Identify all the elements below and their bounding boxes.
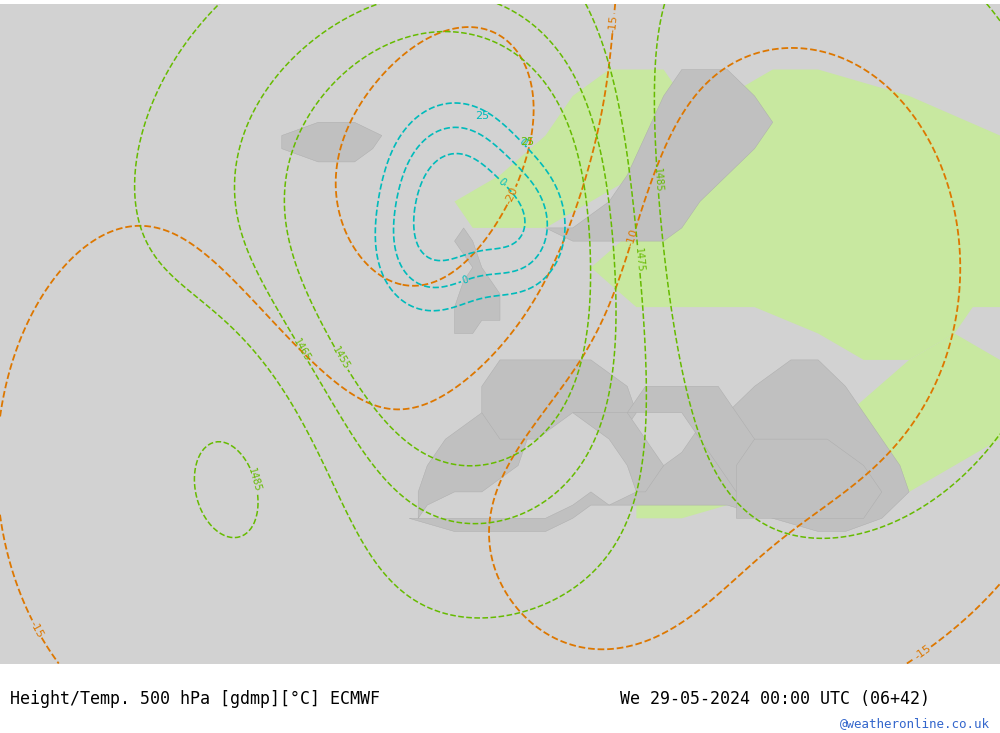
Polygon shape — [909, 175, 1000, 307]
Polygon shape — [418, 413, 527, 518]
Polygon shape — [455, 228, 500, 334]
Text: @weatheronline.co.uk: @weatheronline.co.uk — [840, 717, 990, 730]
Text: 1485: 1485 — [652, 167, 663, 193]
Polygon shape — [591, 70, 1000, 360]
Text: 1475: 1475 — [633, 247, 645, 273]
Polygon shape — [282, 122, 382, 162]
Polygon shape — [736, 439, 882, 518]
Text: 1485: 1485 — [246, 467, 263, 493]
Polygon shape — [455, 70, 682, 228]
Text: 25: 25 — [520, 137, 534, 147]
Polygon shape — [409, 360, 909, 531]
Polygon shape — [545, 70, 773, 241]
Text: 0: 0 — [460, 275, 469, 286]
Text: -20: -20 — [503, 185, 520, 206]
Polygon shape — [627, 386, 773, 492]
Text: 25: 25 — [475, 111, 489, 121]
Text: 0: 0 — [496, 176, 507, 187]
Text: -15: -15 — [28, 619, 45, 639]
Text: 1465: 1465 — [291, 337, 312, 364]
Text: -15: -15 — [913, 643, 933, 662]
Text: 0: 0 — [516, 137, 528, 148]
Polygon shape — [636, 334, 1000, 518]
Text: -10: -10 — [625, 227, 640, 248]
Polygon shape — [573, 413, 664, 492]
Text: Height/Temp. 500 hPa [gdmp][°C] ECMWF: Height/Temp. 500 hPa [gdmp][°C] ECMWF — [10, 690, 380, 708]
Text: -15: -15 — [608, 14, 619, 33]
Text: We 29-05-2024 00:00 UTC (06+42): We 29-05-2024 00:00 UTC (06+42) — [620, 690, 930, 708]
Polygon shape — [482, 360, 636, 439]
Text: 1455: 1455 — [331, 345, 352, 372]
